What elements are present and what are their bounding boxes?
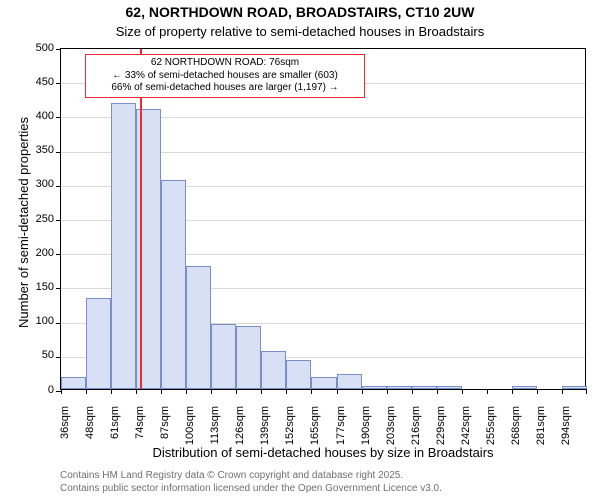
x-tick-mark bbox=[261, 389, 262, 394]
y-tick-label: 400 bbox=[24, 110, 54, 122]
histogram-bar bbox=[211, 324, 236, 389]
x-tick-mark bbox=[412, 389, 413, 394]
histogram-bar bbox=[161, 180, 186, 389]
x-tick-mark bbox=[286, 389, 287, 394]
x-tick-mark bbox=[61, 389, 62, 394]
y-tick-mark bbox=[56, 117, 61, 118]
x-tick-mark bbox=[537, 389, 538, 394]
x-tick-label: 74sqm bbox=[134, 406, 146, 456]
histogram-bar bbox=[261, 351, 286, 389]
x-tick-mark bbox=[186, 389, 187, 394]
y-tick-label: 0 bbox=[24, 384, 54, 396]
x-tick-label: 36sqm bbox=[59, 406, 71, 456]
y-tick-label: 150 bbox=[24, 281, 54, 293]
y-tick-mark bbox=[56, 323, 61, 324]
x-tick-mark bbox=[86, 389, 87, 394]
y-tick-label: 300 bbox=[24, 178, 54, 190]
x-tick-mark bbox=[462, 389, 463, 394]
annotation-line: 62 NORTHDOWN ROAD: 76sqm bbox=[90, 57, 360, 70]
y-tick-mark bbox=[56, 254, 61, 255]
histogram-bar bbox=[111, 103, 136, 389]
x-tick-label: 113sqm bbox=[209, 406, 221, 456]
y-tick-mark bbox=[56, 83, 61, 84]
histogram-bar bbox=[186, 266, 211, 389]
x-tick-label: 268sqm bbox=[510, 406, 522, 456]
histogram-bar bbox=[437, 386, 462, 389]
x-tick-mark bbox=[337, 389, 338, 394]
histogram-bar bbox=[362, 386, 387, 389]
y-tick-mark bbox=[56, 49, 61, 50]
x-tick-mark bbox=[211, 389, 212, 394]
y-tick-label: 500 bbox=[24, 42, 54, 54]
histogram-bar bbox=[236, 326, 261, 389]
y-tick-label: 100 bbox=[24, 315, 54, 327]
y-tick-mark bbox=[56, 152, 61, 153]
chart-container: 62, NORTHDOWN ROAD, BROADSTAIRS, CT10 2U… bbox=[0, 0, 600, 500]
x-tick-mark bbox=[487, 389, 488, 394]
x-tick-mark bbox=[562, 389, 563, 394]
histogram-bar bbox=[286, 360, 311, 389]
y-tick-label: 350 bbox=[24, 144, 54, 156]
x-tick-mark bbox=[387, 389, 388, 394]
x-tick-mark bbox=[111, 389, 112, 394]
x-tick-label: 190sqm bbox=[360, 406, 372, 456]
x-tick-mark bbox=[512, 389, 513, 394]
chart-title-line2: Size of property relative to semi-detach… bbox=[0, 24, 600, 39]
footer-copyright-line2: Contains public sector information licen… bbox=[60, 483, 442, 496]
histogram-bar bbox=[86, 298, 111, 389]
x-tick-label: 48sqm bbox=[84, 406, 96, 456]
histogram-bar bbox=[61, 377, 86, 389]
histogram-bar bbox=[512, 386, 537, 389]
annotation-box: 62 NORTHDOWN ROAD: 76sqm← 33% of semi-de… bbox=[85, 54, 365, 98]
y-tick-label: 50 bbox=[24, 349, 54, 361]
x-tick-mark bbox=[161, 389, 162, 394]
footer-copyright-line1: Contains HM Land Registry data © Crown c… bbox=[60, 470, 403, 483]
x-tick-mark bbox=[437, 389, 438, 394]
x-tick-label: 229sqm bbox=[435, 406, 447, 456]
histogram-bar bbox=[311, 377, 336, 389]
annotation-line: ← 33% of semi-detached houses are smalle… bbox=[90, 70, 360, 83]
x-tick-label: 242sqm bbox=[460, 406, 472, 456]
y-tick-label: 250 bbox=[24, 213, 54, 225]
chart-title-line1: 62, NORTHDOWN ROAD, BROADSTAIRS, CT10 2U… bbox=[0, 4, 600, 20]
x-tick-label: 152sqm bbox=[284, 406, 296, 456]
y-tick-label: 200 bbox=[24, 247, 54, 259]
x-tick-label: 100sqm bbox=[184, 406, 196, 456]
y-tick-mark bbox=[56, 220, 61, 221]
y-tick-mark bbox=[56, 357, 61, 358]
histogram-bar bbox=[337, 374, 362, 389]
x-tick-label: 87sqm bbox=[159, 406, 171, 456]
x-tick-label: 294sqm bbox=[560, 406, 572, 456]
x-tick-label: 61sqm bbox=[109, 406, 121, 456]
x-tick-mark bbox=[236, 389, 237, 394]
histogram-bar bbox=[562, 386, 587, 389]
x-tick-label: 165sqm bbox=[309, 406, 321, 456]
x-tick-label: 203sqm bbox=[385, 406, 397, 456]
x-tick-label: 216sqm bbox=[410, 406, 422, 456]
y-tick-label: 450 bbox=[24, 76, 54, 88]
x-tick-mark bbox=[362, 389, 363, 394]
x-tick-label: 126sqm bbox=[234, 406, 246, 456]
x-tick-mark bbox=[586, 389, 587, 394]
x-tick-mark bbox=[311, 389, 312, 394]
histogram-bar bbox=[387, 386, 412, 389]
annotation-line: 66% of semi-detached houses are larger (… bbox=[90, 82, 360, 95]
x-tick-label: 281sqm bbox=[535, 406, 547, 456]
x-tick-label: 177sqm bbox=[335, 406, 347, 456]
x-tick-label: 255sqm bbox=[485, 406, 497, 456]
x-tick-label: 139sqm bbox=[259, 406, 271, 456]
plot-area bbox=[60, 48, 586, 390]
y-tick-mark bbox=[56, 186, 61, 187]
property-marker-line bbox=[140, 49, 142, 389]
x-tick-mark bbox=[136, 389, 137, 394]
histogram-bar bbox=[412, 386, 437, 389]
y-tick-mark bbox=[56, 288, 61, 289]
